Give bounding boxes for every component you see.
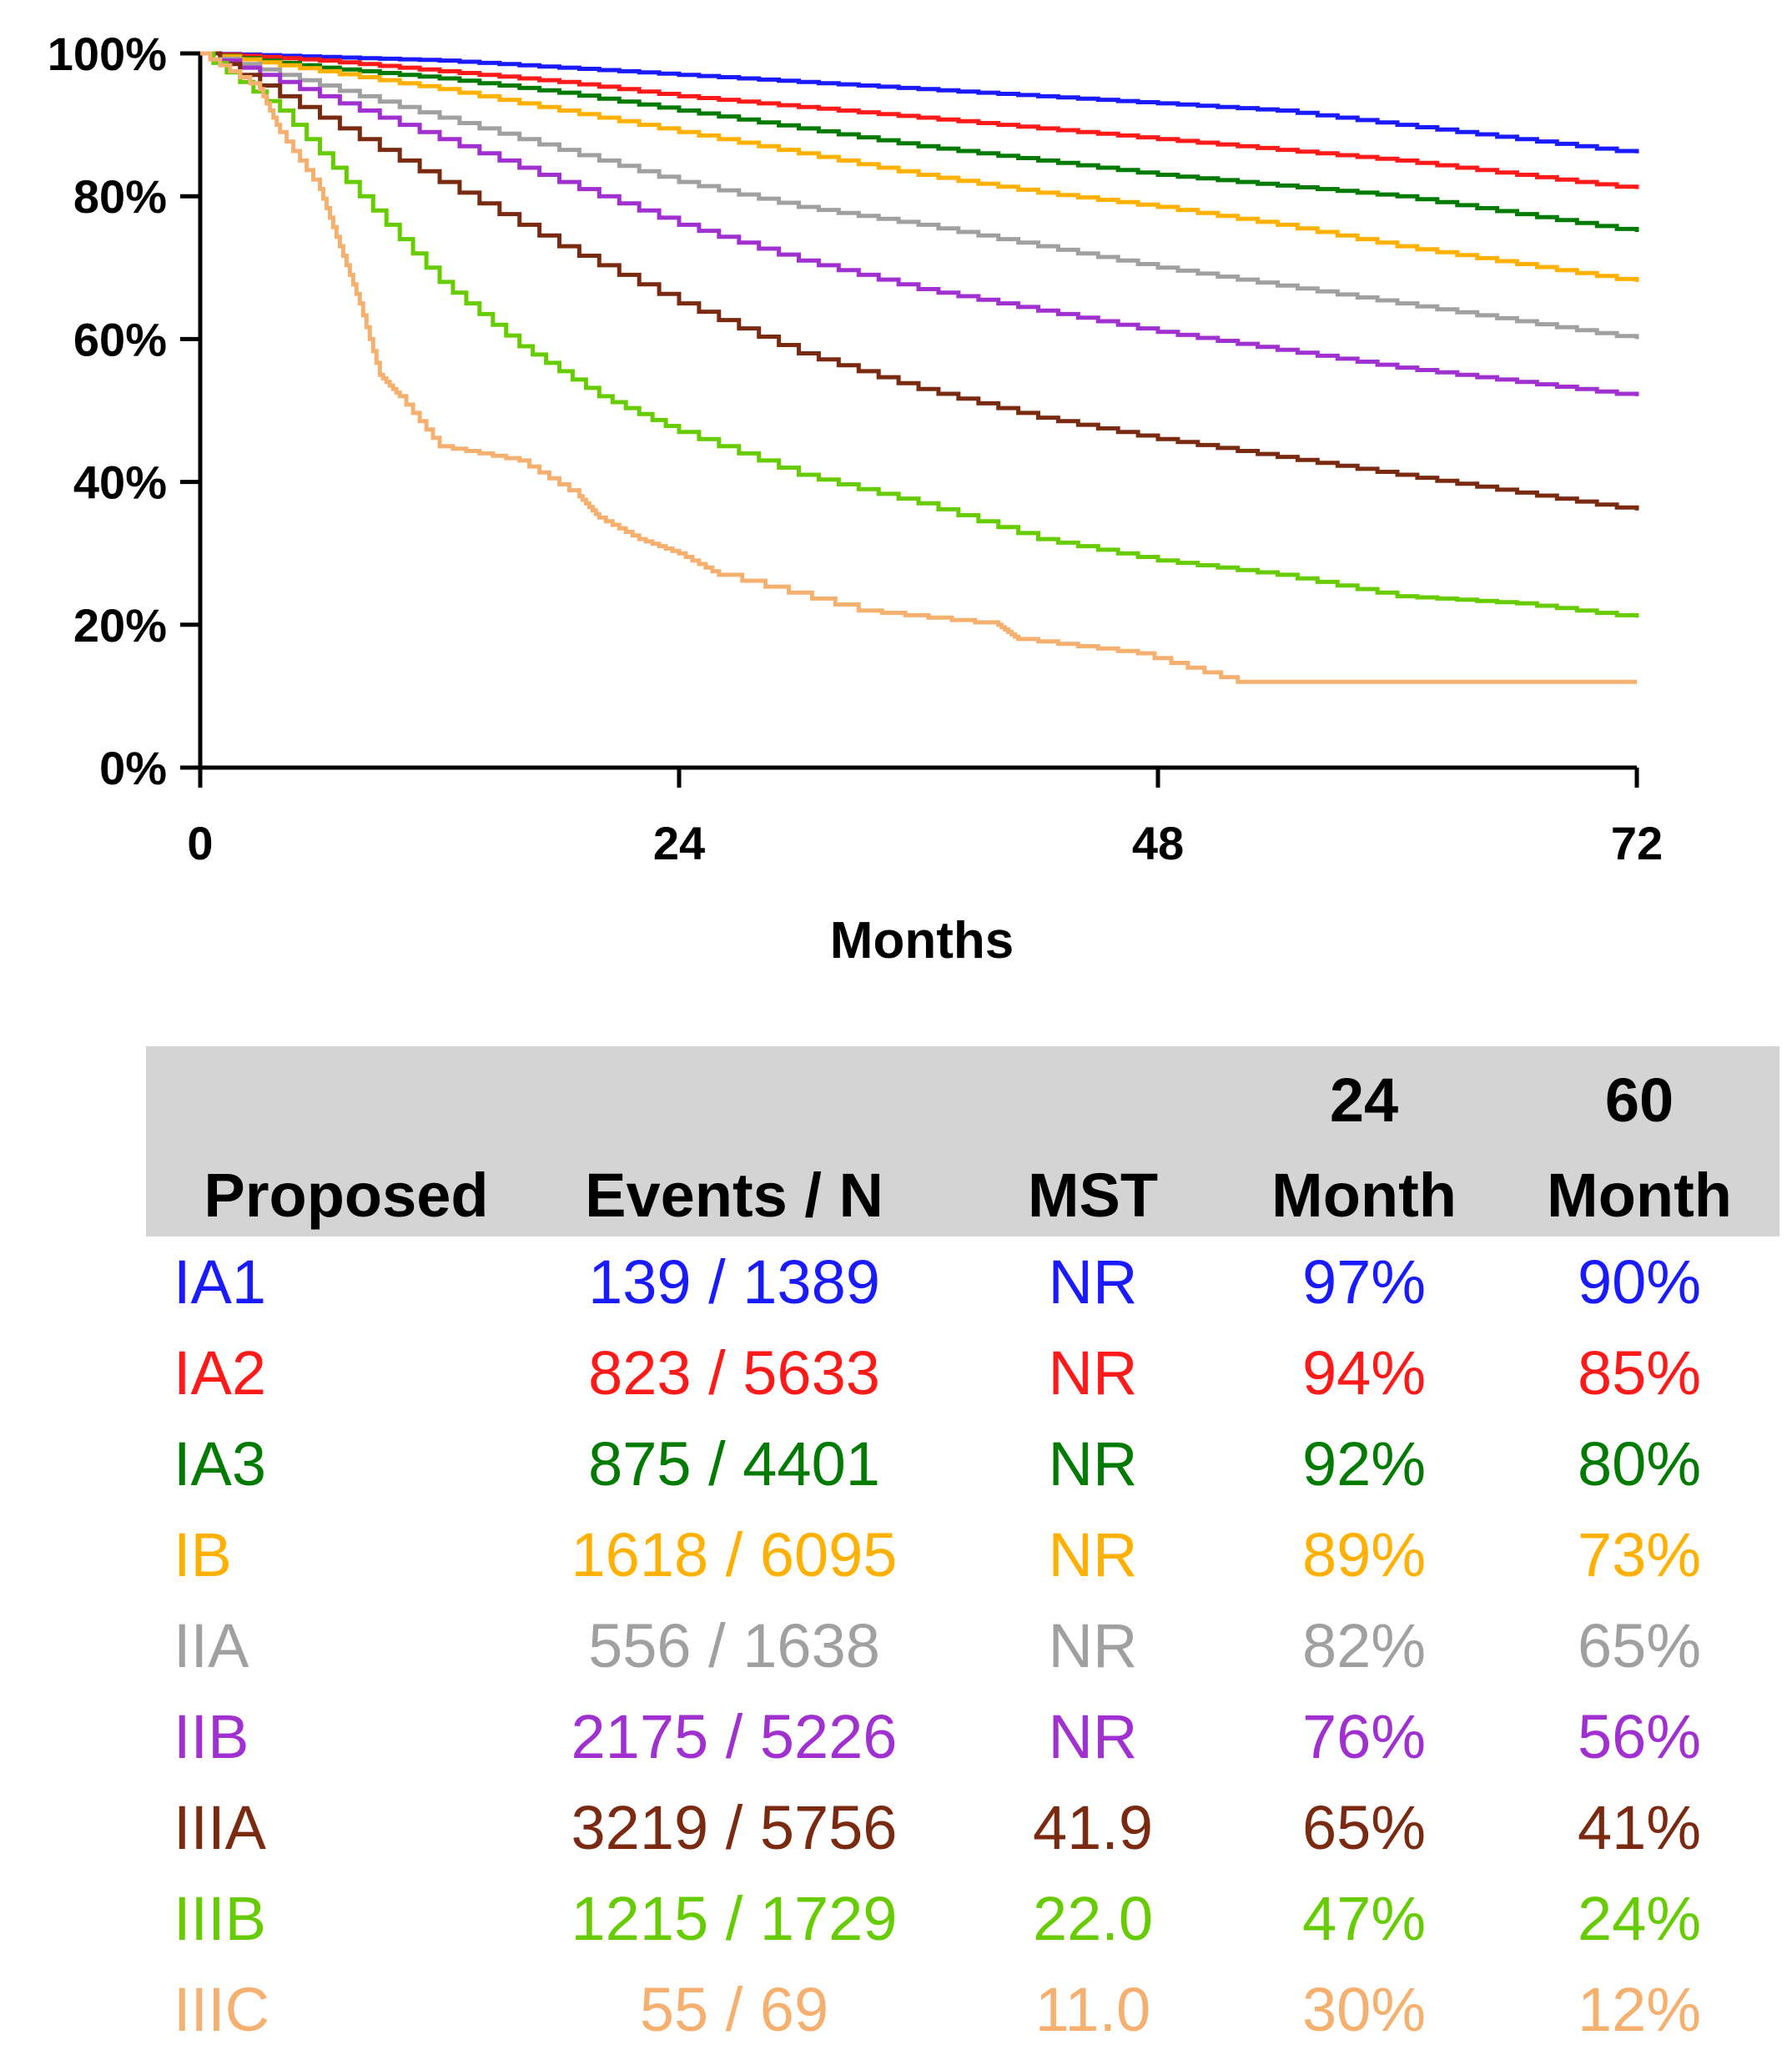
stage-cell: IIIC xyxy=(174,1975,270,2044)
events-cell: 1215 / 1729 xyxy=(571,1884,898,1953)
header-24-month: 24 Month xyxy=(1239,1070,1489,1226)
x-tick-label: 72 xyxy=(1611,817,1663,869)
series-line-iiic xyxy=(200,51,1637,684)
table-row: IIIC 55 / 69 11.0 30% 12% xyxy=(146,1964,1779,2055)
survival-chart: 0% 20% 40% 60% 80% 100% 0 24 48 72 Months xyxy=(48,28,1663,970)
stage-cell: IIIB xyxy=(174,1884,267,1953)
series-line-iib xyxy=(200,51,1639,396)
x-tick-label: 48 xyxy=(1132,817,1184,869)
stage-cell: IA1 xyxy=(174,1247,267,1317)
header-stage: Proposed xyxy=(179,1165,513,1226)
y-axis: 0% 20% 40% 60% 80% 100% xyxy=(48,28,203,794)
table-row: IIB 2175 / 5226 NR 76% 56% xyxy=(146,1691,1779,1782)
y-tick-label: 60% xyxy=(73,313,167,365)
events-cell: 556 / 1638 xyxy=(588,1611,880,1680)
month-24-cell: 97% xyxy=(1301,1247,1427,1317)
mst-cell: NR xyxy=(1048,1247,1138,1317)
stage-cell: IA2 xyxy=(174,1338,267,1408)
month-24-cell: 47% xyxy=(1301,1884,1427,1953)
table-row: IA3 875 / 4401 NR 92% 80% xyxy=(146,1418,1779,1509)
month-24-cell: 94% xyxy=(1301,1338,1427,1408)
events-cell: 875 / 4401 xyxy=(588,1429,880,1498)
events-cell: 139 / 1389 xyxy=(588,1247,880,1317)
month-24-cell: 76% xyxy=(1301,1702,1427,1771)
table-row: IIIA 3219 / 5756 41.9 65% 41% xyxy=(146,1782,1779,1873)
month-60-cell: 65% xyxy=(1577,1611,1702,1680)
month-60-cell: 85% xyxy=(1577,1338,1702,1408)
header-stage-label: Proposed xyxy=(204,1161,489,1230)
series-line-ia1 xyxy=(200,51,1639,154)
stage-cell: IIIA xyxy=(174,1793,267,1862)
mst-cell: NR xyxy=(1048,1429,1138,1498)
table-row: IIA 556 / 1638 NR 82% 65% xyxy=(146,1600,1779,1691)
table-row: IA2 823 / 5633 NR 94% 85% xyxy=(146,1327,1779,1418)
month-60-cell: 12% xyxy=(1577,1975,1702,2044)
header-60-month-bottom: Month xyxy=(1547,1161,1732,1230)
events-cell: 823 / 5633 xyxy=(588,1338,880,1408)
mst-cell: NR xyxy=(1048,1338,1138,1408)
y-tick-label: 80% xyxy=(73,170,167,223)
mst-cell: 41.9 xyxy=(1032,1793,1154,1862)
table-header: Proposed Events / N MST 24 Month 60 Mont… xyxy=(146,1046,1779,1237)
month-60-cell: 90% xyxy=(1577,1247,1702,1317)
series-line-iiia xyxy=(200,51,1639,511)
series-line-ib xyxy=(200,51,1639,282)
header-events: Events / N xyxy=(517,1165,951,1226)
month-24-cell: 82% xyxy=(1301,1611,1427,1680)
month-60-cell: 41% xyxy=(1577,1793,1702,1862)
mst-cell: NR xyxy=(1048,1702,1138,1771)
y-tick-label: 40% xyxy=(73,456,167,509)
stage-cell: IIB xyxy=(174,1702,249,1771)
header-60-month-top: 60 xyxy=(1604,1065,1674,1135)
header-mst: MST xyxy=(997,1165,1189,1226)
month-24-cell: 65% xyxy=(1301,1793,1427,1862)
events-cell: 1618 / 6095 xyxy=(571,1520,898,1589)
table-body: IA1 139 / 1389 NR 97% 90% IA2 823 / 5633 NR 94% 8… xyxy=(146,1237,1779,2055)
month-60-cell: 56% xyxy=(1577,1702,1702,1771)
mst-cell: 22.0 xyxy=(1032,1884,1154,1953)
events-cell: 3219 / 5756 xyxy=(571,1793,898,1862)
stage-cell: IB xyxy=(174,1520,232,1589)
table-row: IIIB 1215 / 1729 22.0 47% 24% xyxy=(146,1873,1779,1964)
header-mst-label: MST xyxy=(1027,1161,1159,1230)
events-cell: 2175 / 5226 xyxy=(571,1702,898,1771)
table-row: IA1 139 / 1389 NR 97% 90% xyxy=(146,1237,1779,1327)
x-tick-label: 0 xyxy=(187,817,213,869)
table-row: IB 1618 / 6095 NR 89% 73% xyxy=(146,1509,1779,1600)
month-60-cell: 80% xyxy=(1577,1429,1702,1498)
x-axis: 0 24 48 72 xyxy=(187,765,1663,869)
x-axis-title: Months xyxy=(830,912,1014,970)
series-line-iiib xyxy=(200,51,1639,618)
events-cell: 55 / 69 xyxy=(639,1975,829,2044)
mst-cell: NR xyxy=(1048,1611,1138,1680)
series-line-iia xyxy=(200,51,1639,340)
mst-cell: NR xyxy=(1048,1520,1138,1589)
header-24-month-top: 24 xyxy=(1329,1065,1399,1135)
month-24-cell: 30% xyxy=(1301,1975,1427,2044)
header-60-month: 60 Month xyxy=(1514,1070,1764,1226)
month-24-cell: 92% xyxy=(1301,1429,1427,1498)
header-events-label: Events / N xyxy=(585,1161,883,1230)
stage-cell: IIA xyxy=(174,1611,249,1680)
series-line-ia3 xyxy=(200,51,1639,232)
survival-table: Proposed Events / N MST 24 Month 60 Mont… xyxy=(146,1046,1779,2055)
y-tick-label: 100% xyxy=(48,28,167,80)
mst-cell: 11.0 xyxy=(1034,1975,1151,2044)
series-group xyxy=(200,51,1639,684)
y-tick-label: 20% xyxy=(73,599,167,652)
header-24-month-bottom: Month xyxy=(1271,1161,1457,1230)
y-tick-label: 0% xyxy=(99,742,167,794)
x-tick-label: 24 xyxy=(653,817,705,869)
month-60-cell: 73% xyxy=(1577,1520,1702,1589)
stage-cell: IA3 xyxy=(174,1429,267,1498)
month-24-cell: 89% xyxy=(1301,1520,1427,1589)
month-60-cell: 24% xyxy=(1577,1884,1702,1953)
series-line-ia2 xyxy=(200,51,1639,189)
